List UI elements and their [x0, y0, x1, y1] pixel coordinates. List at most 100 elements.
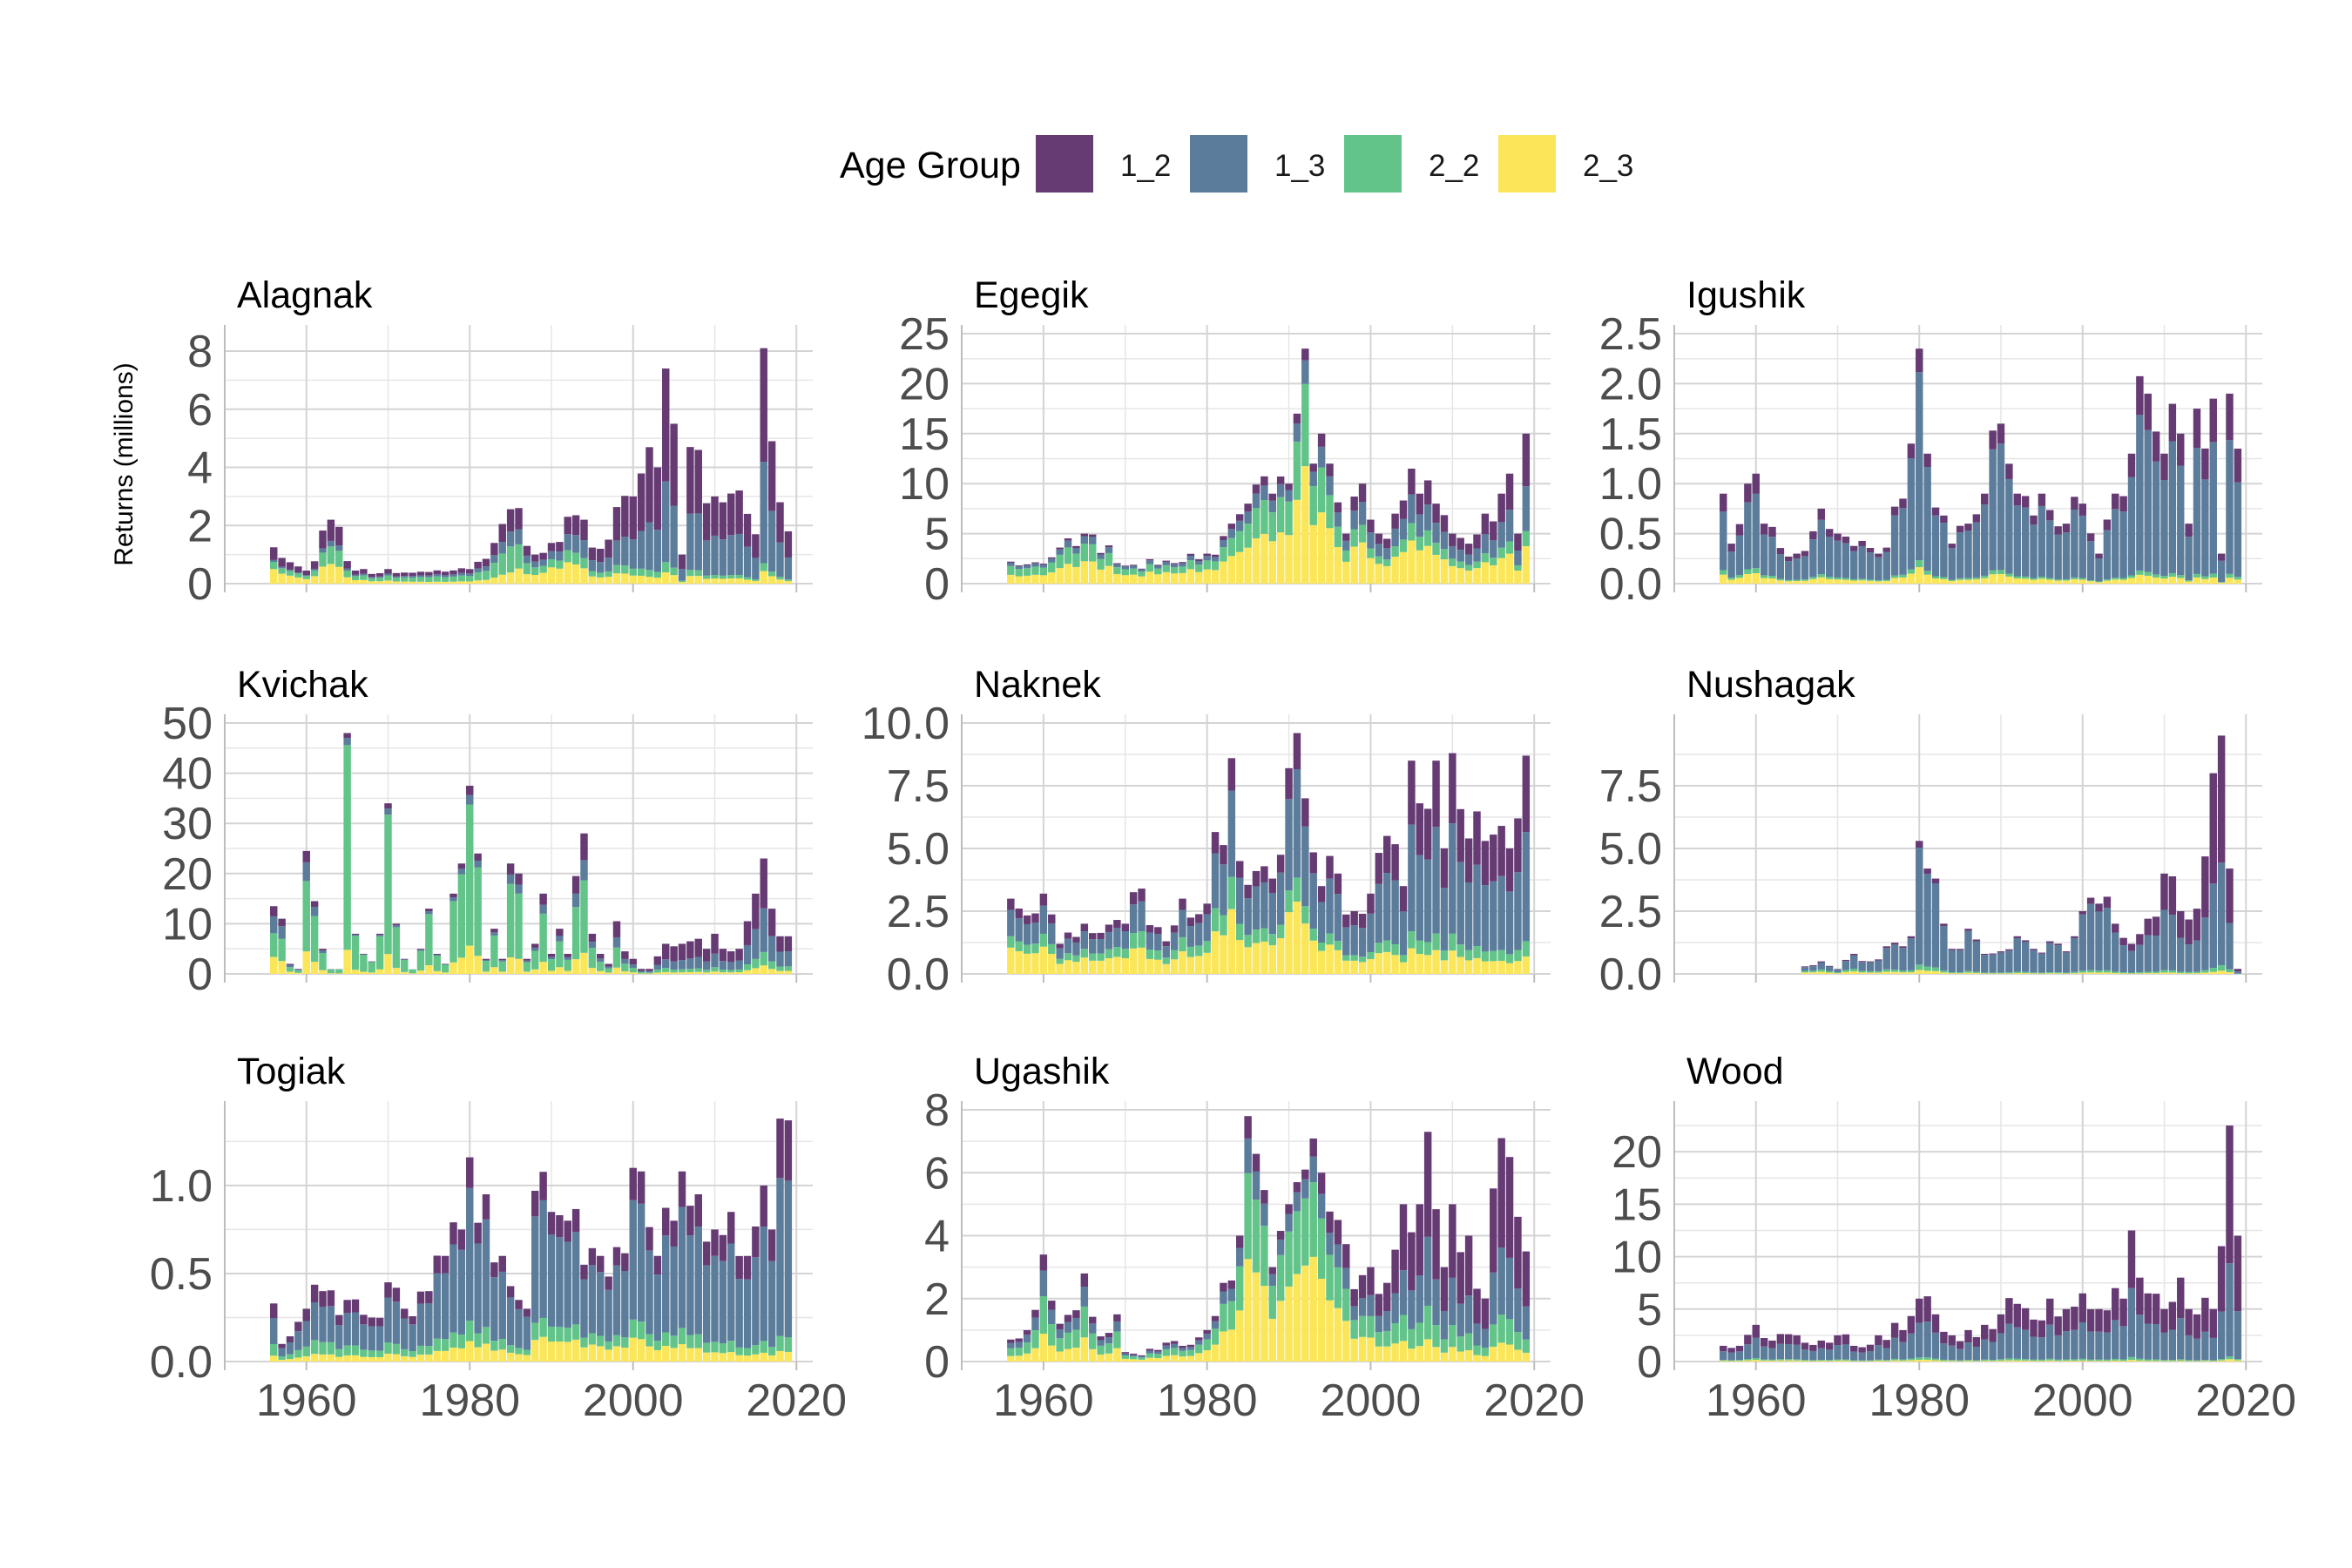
- bar-igushik-1979-2_2: [1907, 569, 1916, 574]
- bar-ugashik-2010-1_3: [1449, 1277, 1456, 1326]
- bar-nushagak-1993-2_3: [2021, 973, 2030, 974]
- bar-ugashik-1982-2_2: [1220, 1303, 1227, 1332]
- bar-ugashik-1992-1_2: [1301, 1169, 1309, 1179]
- bar-kvichak-1965-1_3: [343, 738, 351, 746]
- bar-igushik-1973-1_3: [1858, 546, 1866, 579]
- bar-naknek-1996-2_2: [1334, 941, 1342, 950]
- bar-wood-1979-2_3: [1907, 1360, 1916, 1362]
- bar-naknek-1958-1_2: [1023, 915, 1031, 924]
- bar-togiak-2017-2_3: [767, 1355, 776, 1362]
- bar-egegik-1964-1_2: [1072, 545, 1080, 548]
- bar-alagnak-2016-2_3: [760, 571, 767, 584]
- bar-naknek-1973-2_2: [1146, 950, 1154, 959]
- bar-kvichak-2001-2_2: [637, 971, 645, 974]
- bar-egegik-1979-1_3: [1195, 561, 1203, 565]
- bar-togiak-1999-1_2: [621, 1253, 629, 1271]
- bar-alagnak-1998-2_2: [612, 564, 621, 574]
- bar-ugashik-1959-1_2: [1031, 1309, 1039, 1318]
- bar-kvichak-2015-1_2: [752, 893, 760, 929]
- bar-togiak-1959-2_2: [294, 1349, 302, 1358]
- bar-alagnak-1976-1_3: [433, 574, 441, 577]
- bar-wood-1973-1_3: [1858, 1352, 1866, 1361]
- bar-igushik-2016-2_2: [2209, 573, 2217, 578]
- bar-wood-1962-2_3: [1768, 1360, 1776, 1362]
- bar-togiak-1996-1_3: [597, 1272, 605, 1336]
- bar-kvichak-1968-2_2: [368, 962, 375, 973]
- bar-wood-2019-2_2: [2234, 1359, 2242, 1361]
- bar-alagnak-2008-1_3: [694, 513, 702, 571]
- bar-alagnak-2010-2_2: [711, 574, 719, 578]
- bar-togiak-1957-1_3: [278, 1348, 286, 1357]
- bar-igushik-1990-1_2: [1997, 423, 2005, 444]
- bar-nushagak-2001-2_3: [2086, 972, 2095, 974]
- legend-title: Age Group: [840, 145, 1021, 186]
- bar-kvichak-1973-2_3: [409, 973, 416, 974]
- bar-egegik-2016-1_2: [1497, 493, 1505, 523]
- bar-togiak-1989-2_2: [539, 1317, 547, 1337]
- bar-kvichak-1974-1_2: [416, 949, 425, 950]
- bar-kvichak-1959-2_3: [294, 972, 302, 974]
- bar-kvichak-1976-2_2: [433, 955, 441, 971]
- bar-togiak-1956-2_3: [270, 1355, 278, 1362]
- bar-wood-1983-2_3: [1940, 1361, 1948, 1362]
- bar-ugashik-1971-2_3: [1129, 1359, 1138, 1362]
- bar-nushagak-1998-1_2: [2062, 951, 2071, 953]
- bar-alagnak-1981-2_2: [474, 571, 482, 581]
- bar-kvichak-1976-1_2: [433, 953, 441, 955]
- bar-nushagak-1999-2_2: [2071, 971, 2078, 974]
- bar-wood-1991-1_2: [2005, 1298, 2013, 1324]
- bar-ugashik-1985-1_2: [1244, 1116, 1252, 1139]
- bar-ugashik-1975-1_2: [1162, 1342, 1170, 1346]
- bar-togiak-2017-1_2: [767, 1229, 776, 1261]
- bar-alagnak-2019-2_2: [784, 579, 793, 581]
- bar-kvichak-2004-1_3: [662, 959, 670, 969]
- bar-naknek-1974-2_3: [1154, 959, 1162, 974]
- bar-togiak-1964-2_3: [335, 1356, 343, 1362]
- bar-ugashik-1966-2_2: [1089, 1333, 1097, 1349]
- bar-ugashik-1993-1_3: [1309, 1156, 1317, 1183]
- bar-alagnak-2010-1_2: [711, 496, 719, 536]
- bar-togiak-1972-1_2: [401, 1308, 409, 1319]
- bar-nushagak-1967-2_3: [1809, 972, 1817, 974]
- y-tick-label: 0: [924, 1337, 950, 1388]
- bar-nushagak-1980-2_2: [1916, 964, 1923, 970]
- bar-ugashik-2002-2_2: [1383, 1330, 1391, 1347]
- bar-wood-2010-1_2: [2160, 1308, 2168, 1333]
- bar-nushagak-1974-2_3: [1866, 972, 1875, 974]
- bar-igushik-1974-2_2: [1866, 579, 1875, 581]
- bar-igushik-1983-2_2: [1940, 577, 1948, 579]
- bar-wood-1999-1_2: [2071, 1306, 2078, 1330]
- bar-egegik-1994-2_3: [1317, 512, 1326, 584]
- bar-ugashik-1959-2_3: [1031, 1348, 1039, 1362]
- bar-egegik-1963-2_3: [1064, 564, 1072, 584]
- bar-togiak-1985-2_2: [506, 1345, 515, 1353]
- bar-wood-1970-1_2: [1834, 1335, 1842, 1346]
- bar-naknek-2016-1_3: [1497, 875, 1505, 950]
- bar-igushik-2009-2_2: [2152, 574, 2160, 578]
- bar-alagnak-2017-1_3: [767, 510, 776, 572]
- bar-alagnak-1988-2_3: [531, 574, 539, 584]
- bar-nushagak-1995-2_2: [2038, 972, 2046, 974]
- bar-nushagak-2012-1_2: [2177, 911, 2185, 938]
- bar-togiak-2008-2_3: [694, 1348, 702, 1362]
- bar-wood-2001-2_3: [2086, 1361, 2095, 1362]
- bar-ugashik-1988-2_2: [1268, 1285, 1276, 1319]
- bar-togiak-1963-1_2: [327, 1290, 335, 1307]
- bar-togiak-2006-2_3: [678, 1344, 686, 1362]
- bar-kvichak-2010-1_3: [711, 953, 719, 968]
- bar-naknek-2004-2_2: [1399, 955, 1408, 963]
- bar-kvichak-1979-1_2: [457, 863, 466, 869]
- bar-igushik-1960-2_3: [1752, 573, 1760, 584]
- bar-kvichak-1970-1_3: [384, 808, 392, 815]
- bar-egegik-1978-1_2: [1186, 553, 1195, 556]
- bar-egegik-1958-2_3: [1023, 575, 1031, 584]
- bar-wood-1987-2_3: [1972, 1361, 1981, 1362]
- bar-kvichak-2016-1_3: [760, 908, 767, 952]
- bar-kvichak-2009-2_3: [702, 972, 711, 974]
- bar-ugashik-2011-2_3: [1456, 1351, 1464, 1362]
- bar-igushik-1964-2_2: [1785, 579, 1793, 582]
- bar-nushagak-1997-1_2: [2054, 943, 2062, 946]
- bar-nushagak-2002-1_3: [2095, 911, 2103, 971]
- bar-naknek-1995-2_3: [1326, 944, 1334, 974]
